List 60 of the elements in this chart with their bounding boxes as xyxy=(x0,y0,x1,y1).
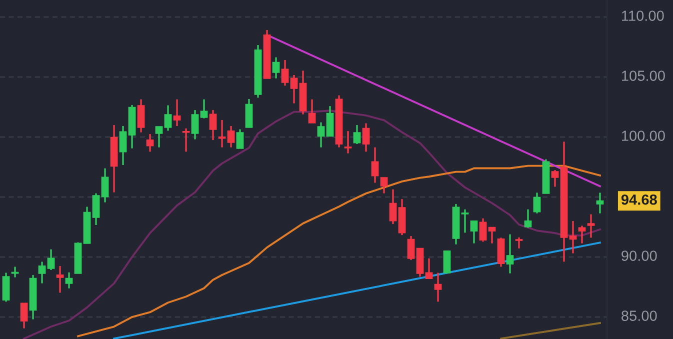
candlestick xyxy=(92,192,100,226)
candlestick xyxy=(434,272,442,303)
candlestick xyxy=(506,234,514,274)
candlestick xyxy=(488,226,496,244)
candlestick xyxy=(218,119,226,148)
candlestick xyxy=(200,98,208,120)
candlestick xyxy=(443,250,451,274)
candlestick xyxy=(596,192,604,214)
candlestick xyxy=(371,146,379,184)
candlestick xyxy=(65,272,73,290)
candlestick xyxy=(11,266,19,278)
candlestick xyxy=(101,168,109,204)
y-tick-label: 85.00 xyxy=(622,310,657,321)
candlestick xyxy=(119,125,127,166)
candlestick xyxy=(227,125,235,148)
candlestick xyxy=(245,98,253,128)
candlestick xyxy=(569,220,577,254)
candlestick xyxy=(461,208,469,234)
y-tick-label: 110.00 xyxy=(622,10,664,21)
candlestick xyxy=(209,109,217,141)
candlestick xyxy=(137,98,145,134)
candlestick xyxy=(308,98,316,124)
candlestick xyxy=(470,220,478,244)
candlestick xyxy=(380,176,388,194)
candlestick xyxy=(155,126,163,148)
candlestick xyxy=(182,128,190,153)
candlestick xyxy=(47,248,55,271)
candlestick xyxy=(146,133,154,153)
candlestick xyxy=(407,235,415,261)
candlestick xyxy=(317,122,325,148)
line-series xyxy=(23,110,601,339)
candlestick xyxy=(344,130,352,154)
y-tick-label: 105.00 xyxy=(622,70,665,81)
candlestick xyxy=(524,208,532,229)
line-series xyxy=(77,164,601,338)
candlestick xyxy=(515,236,523,250)
candlestick xyxy=(290,74,298,104)
candlestick xyxy=(551,169,559,188)
candlestick xyxy=(326,105,334,137)
candlestick xyxy=(236,128,244,150)
candlestick xyxy=(281,59,289,87)
candlestick xyxy=(587,213,595,239)
candlestick xyxy=(20,302,28,330)
candlestick xyxy=(389,188,397,225)
candlestick xyxy=(353,124,361,145)
candlestick xyxy=(272,56,280,80)
candlestick xyxy=(56,265,64,294)
candlestick xyxy=(425,258,433,280)
text: 94.68 xyxy=(621,194,657,205)
candlestick xyxy=(191,109,199,140)
candlestick xyxy=(479,218,487,243)
candlestick xyxy=(362,122,370,153)
y-tick-label: 90.00 xyxy=(622,250,657,261)
candlestick xyxy=(2,272,10,303)
candlestick xyxy=(173,98,181,127)
candlestick xyxy=(164,104,172,132)
candlestick xyxy=(578,224,586,244)
candlestick xyxy=(38,260,46,284)
y-tick-label: 100.00 xyxy=(622,130,665,141)
candlestick xyxy=(533,192,541,214)
